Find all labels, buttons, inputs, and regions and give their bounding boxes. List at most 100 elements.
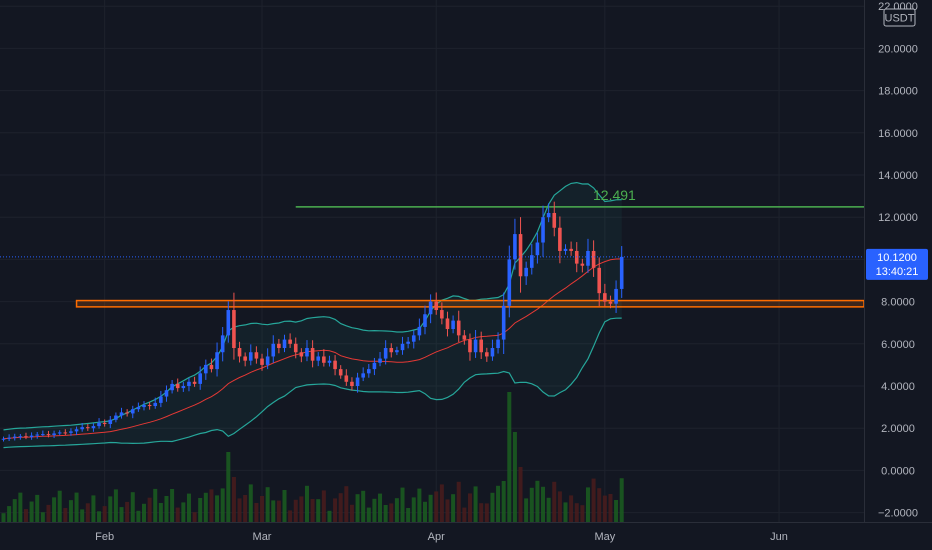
volume-bar — [383, 505, 388, 522]
candle — [603, 283, 607, 307]
candle-body — [468, 339, 472, 353]
candle — [12, 433, 17, 441]
volume-bar — [18, 492, 23, 522]
candle-body — [153, 402, 158, 407]
candle-body — [18, 436, 23, 438]
candle — [552, 201, 557, 237]
time-tick-label: Apr — [428, 531, 445, 543]
candle — [175, 378, 180, 392]
candle — [417, 318, 422, 341]
candle — [496, 332, 500, 354]
candle-body — [456, 320, 461, 336]
candle-body — [142, 404, 146, 408]
bollinger-upper-line — [3, 181, 622, 431]
currency-badge[interactable]: USDT — [883, 8, 916, 27]
volume-bar — [181, 502, 186, 522]
candle-body — [451, 320, 455, 330]
candle-body — [108, 419, 113, 424]
candle — [423, 305, 427, 335]
volume-bar — [434, 491, 439, 522]
candle-body — [529, 255, 534, 268]
candle-body — [52, 433, 56, 435]
price-tick-label: 6.0000 — [881, 339, 915, 351]
candle-body — [389, 348, 394, 353]
candle-body — [372, 362, 377, 370]
candle — [74, 426, 79, 436]
candle — [350, 377, 354, 391]
candle-body — [490, 348, 495, 357]
volume-bar — [113, 489, 118, 522]
time-axis[interactable]: FebMarAprMayJunJul — [0, 522, 932, 544]
volume-bar — [389, 503, 394, 522]
candle-body — [327, 360, 332, 363]
candle-body — [187, 381, 191, 386]
candle — [524, 261, 528, 285]
candle — [507, 245, 512, 318]
volume-bar — [400, 487, 405, 522]
volume-bar — [1, 513, 6, 522]
time-tick-label: May — [594, 531, 615, 543]
candle-body — [361, 373, 365, 378]
volume-bar — [243, 495, 248, 522]
candle — [80, 423, 84, 432]
candle — [619, 246, 624, 298]
candle — [344, 369, 349, 386]
price-tick-label: 16.0000 — [878, 128, 918, 140]
volume-bar — [496, 485, 501, 522]
candle — [569, 241, 573, 256]
price-tick-label: 2.0000 — [881, 423, 915, 435]
candle — [479, 331, 483, 360]
candle — [558, 216, 562, 264]
volume-bar — [507, 392, 512, 522]
candle-body — [181, 386, 186, 389]
candle — [1, 436, 6, 442]
candle-body — [535, 242, 540, 256]
candle — [383, 340, 388, 365]
volume-bar — [85, 503, 90, 522]
candle — [322, 349, 326, 367]
volume-bar — [164, 496, 169, 522]
volume-bar — [546, 497, 551, 522]
volume-bar — [237, 498, 242, 522]
volume-bar — [423, 501, 427, 522]
resistance-line-label: 12.491 — [593, 187, 636, 203]
candle-body — [41, 434, 45, 436]
candle-body — [254, 352, 259, 359]
volume-bar — [349, 504, 354, 522]
candle-body — [496, 339, 500, 349]
candle — [164, 385, 169, 402]
candle — [215, 342, 219, 377]
candle-body — [175, 383, 180, 389]
candle — [147, 402, 152, 410]
candle — [614, 280, 618, 313]
candle — [451, 315, 455, 334]
candle — [209, 358, 214, 373]
candle — [310, 340, 315, 368]
volume-bar — [490, 492, 495, 522]
volume-bar — [361, 490, 366, 522]
candle-body — [423, 314, 427, 327]
candle-body — [322, 356, 326, 363]
candle-body — [608, 301, 613, 304]
candle-body — [114, 415, 118, 420]
candle-body — [282, 339, 287, 349]
volume-bar — [316, 499, 321, 522]
candle-body — [569, 248, 573, 251]
candle-body — [473, 339, 478, 353]
volume-bar — [198, 498, 203, 522]
countdown-timer: 13:40:21 — [876, 266, 919, 278]
volume-bar — [501, 481, 506, 522]
candle — [468, 333, 472, 361]
candle — [513, 218, 517, 270]
volume-bar — [288, 510, 293, 522]
volume-bar — [260, 496, 265, 522]
candle — [462, 330, 467, 345]
candle — [52, 430, 56, 439]
volume-bar — [175, 507, 180, 522]
volume-bar — [170, 489, 175, 522]
bollinger-lower-line — [3, 317, 622, 449]
candle — [46, 430, 51, 438]
price-tick-label: 8.0000 — [881, 297, 915, 309]
candle-body — [24, 436, 28, 438]
candle-body — [603, 293, 607, 302]
